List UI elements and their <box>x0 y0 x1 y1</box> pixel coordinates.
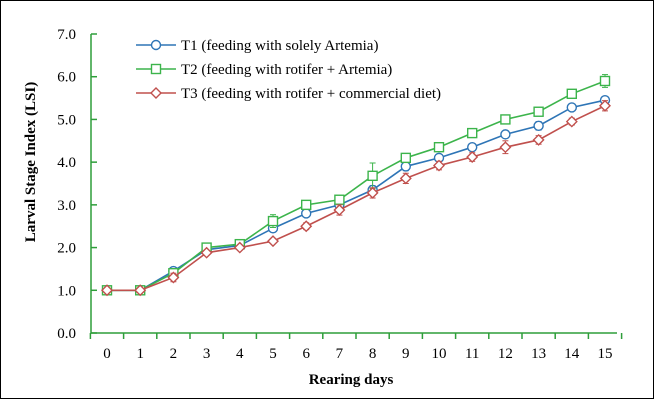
data-point <box>566 102 577 113</box>
legend-label: T2 (feeding with rotifer + Artemia) <box>181 62 392 78</box>
data-point <box>334 194 345 205</box>
data-point <box>300 220 313 233</box>
series-1 <box>101 95 611 296</box>
y-tick-label: 3.0 <box>57 198 76 214</box>
legend-label: T1 (feeding with solely Artemia) <box>181 38 378 54</box>
data-point <box>599 99 611 112</box>
data-point <box>200 246 213 259</box>
data-point <box>400 152 411 164</box>
data-point <box>367 170 378 182</box>
x-tick-label: 5 <box>269 346 277 362</box>
data-point <box>366 186 379 199</box>
x-axis-title: Rearing days <box>309 372 394 388</box>
data-point <box>333 203 346 216</box>
x-tick-label: 14 <box>564 346 580 362</box>
data-point <box>467 127 478 139</box>
data-point <box>233 241 246 254</box>
legend-marker <box>150 39 162 51</box>
data-point <box>301 199 312 211</box>
x-tick-label: 13 <box>531 346 546 362</box>
y-tick-label: 7.0 <box>57 27 76 43</box>
data-point <box>301 208 312 219</box>
legend-item: T3 (feeding with rotifer + commercial di… <box>136 86 441 102</box>
y-tick-label: 5.0 <box>57 112 76 128</box>
data-point <box>499 141 512 154</box>
x-tick-label: 12 <box>498 346 513 362</box>
y-tick-label: 4.0 <box>57 155 76 171</box>
y-tick-label: 1.0 <box>57 283 76 299</box>
x-tick-label: 15 <box>598 346 613 362</box>
data-point <box>599 75 611 87</box>
series-2 <box>101 74 611 296</box>
series-3 <box>101 99 611 297</box>
data-point <box>533 106 544 117</box>
data-point <box>467 141 478 153</box>
x-axis: 0 1 2 3 4 5 6 7 8 9 10 11 12 13 14 15 <box>89 332 623 362</box>
legend-marker <box>150 87 162 99</box>
x-tick-label: 1 <box>136 346 144 362</box>
data-point <box>267 215 279 227</box>
x-tick-label: 10 <box>432 346 447 362</box>
x-tick-label: 0 <box>103 346 111 362</box>
data-point <box>565 115 578 128</box>
x-tick-label: 9 <box>402 346 410 362</box>
data-point <box>433 159 445 172</box>
x-tick-label: 3 <box>203 346 211 362</box>
x-tick-label: 7 <box>336 346 344 362</box>
y-axis-title: Larval Stage Index (LSI) <box>23 82 39 242</box>
data-point <box>532 133 545 146</box>
data-point <box>399 172 412 185</box>
data-point <box>400 161 411 172</box>
data-point <box>267 235 279 248</box>
data-point <box>566 88 577 100</box>
x-tick-label: 11 <box>465 346 479 362</box>
data-point <box>101 284 113 297</box>
data-point <box>533 120 544 132</box>
data-point <box>167 271 180 284</box>
data-point <box>500 129 511 140</box>
x-tick-label: 8 <box>369 346 377 362</box>
data-point <box>134 284 147 297</box>
legend-item: T2 (feeding with rotifer + Artemia) <box>136 62 392 78</box>
series-line <box>107 80 606 292</box>
x-tick-label: 2 <box>170 346 178 362</box>
data-point <box>466 151 479 164</box>
data-point <box>500 114 511 125</box>
legend: T1 (feeding with solely Artemia) T2 (feed… <box>136 38 441 102</box>
legend-marker <box>150 63 162 75</box>
y-axis: 0.0 1.0 2.0 3.0 4.0 5.0 6.0 7.0 <box>57 27 97 342</box>
legend-item: T1 (feeding with solely Artemia) <box>136 38 378 54</box>
series-line <box>107 99 606 292</box>
x-tick-label: 6 <box>302 346 310 362</box>
plot-area <box>101 74 611 297</box>
series-line <box>107 105 606 292</box>
y-tick-label: 2.0 <box>57 241 76 257</box>
y-tick-label: 0.0 <box>57 326 76 342</box>
data-point <box>433 141 445 153</box>
x-tick-label: 4 <box>236 346 244 362</box>
y-tick-label: 6.0 <box>57 70 76 86</box>
legend-label: T3 (feeding with rotifer + commercial di… <box>181 86 441 102</box>
